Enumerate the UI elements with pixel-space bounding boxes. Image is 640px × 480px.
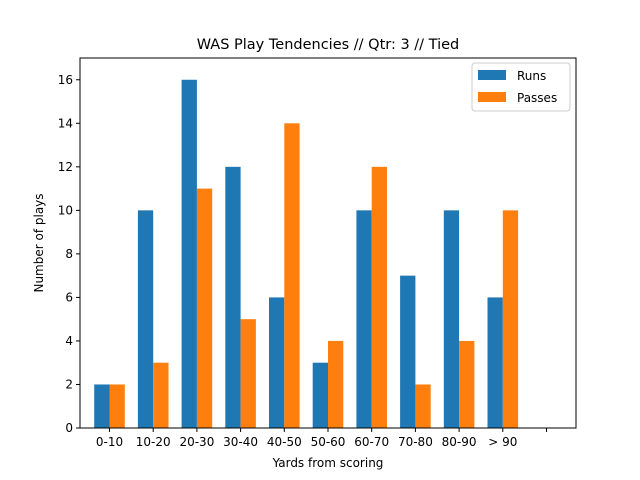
x-axis: 0-10 10-20 20-30 30-40 40-50 50-60 60-70 70-80 8…	[96, 428, 548, 449]
bar-passes-8	[459, 340, 475, 428]
plot-frame	[79, 57, 577, 429]
bar-runs-2	[181, 79, 197, 428]
x-tick-label: 70-80	[398, 435, 433, 449]
x-tick-label: 80-90	[442, 435, 477, 449]
y-tick-label: 6	[65, 290, 73, 304]
legend-swatch-passes	[478, 92, 506, 102]
bar-runs-1	[137, 210, 154, 428]
x-tick-label: 30-40	[223, 435, 258, 449]
y-tick-label: 14	[58, 116, 73, 130]
bar-passes-0	[109, 384, 125, 428]
bar-runs-3	[225, 166, 241, 428]
bar-passes-7	[415, 384, 431, 428]
x-tick-label: > 90	[488, 435, 517, 449]
bar-runs-8	[443, 210, 460, 428]
y-tick-label: 0	[65, 421, 73, 435]
chart-title: WAS Play Tendencies // Qtr: 3 // Tied	[197, 37, 460, 53]
bar-passes-4	[284, 123, 300, 428]
legend-label-runs: Runs	[517, 69, 546, 83]
bar-runs-6	[356, 210, 372, 428]
y-tick-label: 8	[65, 247, 73, 261]
bars-group	[94, 79, 519, 428]
x-tick-label: 10-20	[136, 435, 171, 449]
y-axis-label: Number of plays	[32, 193, 46, 292]
x-tick-label: 40-50	[267, 435, 302, 449]
legend: Runs Passes	[471, 62, 571, 112]
bar-passes-9	[502, 210, 519, 428]
y-tick-label: 2	[65, 377, 73, 391]
legend-swatch-runs	[478, 70, 506, 80]
y-axis: 0 2 4 6 8 10 12 14 16	[58, 73, 80, 435]
x-axis-label: Yards from scoring	[272, 456, 384, 470]
x-tick-label: 20-30	[179, 435, 214, 449]
bar-passes-3	[240, 319, 256, 428]
y-tick-label: 12	[58, 160, 73, 174]
y-tick-label: 10	[58, 203, 73, 217]
x-tick-label: 60-70	[354, 435, 389, 449]
bar-runs-4	[269, 297, 285, 428]
bar-runs-9	[487, 297, 503, 428]
bar-passes-1	[153, 362, 169, 428]
x-tick-label: 50-60	[311, 435, 346, 449]
y-tick-label: 16	[58, 73, 73, 87]
bar-passes-6	[371, 166, 387, 428]
bar-runs-5	[312, 362, 328, 428]
bar-passes-2	[196, 188, 213, 428]
bar-runs-0	[94, 384, 110, 428]
y-tick-label: 4	[65, 334, 73, 348]
x-tick-label: 0-10	[96, 435, 123, 449]
bar-passes-5	[328, 340, 344, 428]
legend-label-passes: Passes	[517, 91, 557, 105]
bar-runs-7	[400, 275, 416, 428]
